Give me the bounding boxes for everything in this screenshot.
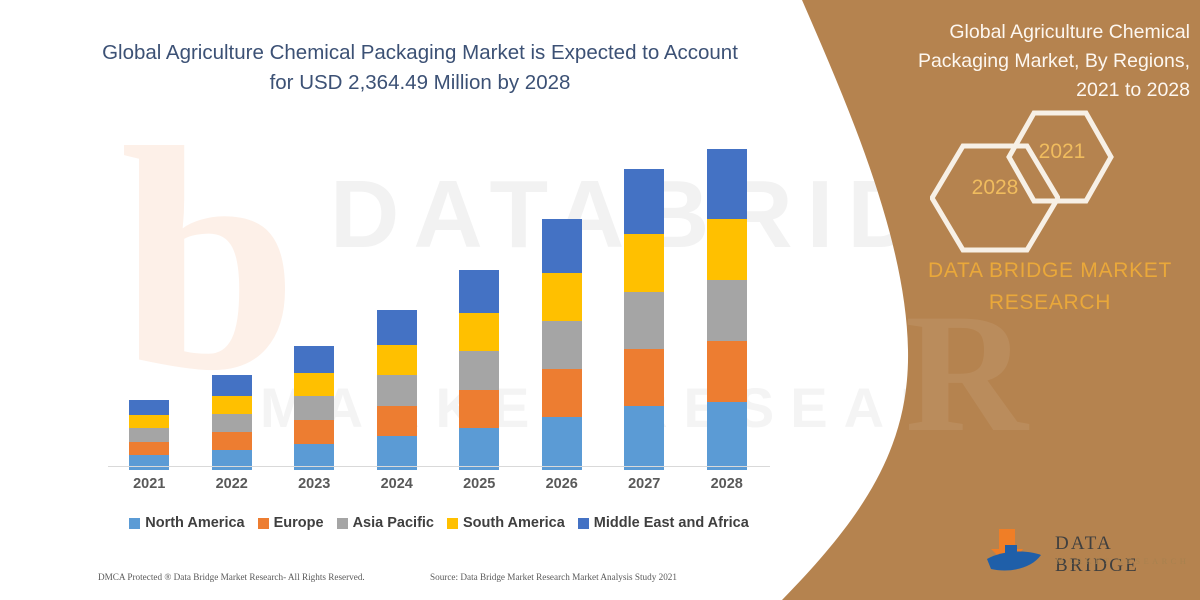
svg-text:R: R <box>905 279 1030 467</box>
brand-name: DATA BRIDGE MARKET RESEARCH <box>927 259 1173 314</box>
legend-item-middle-east-and-africa[interactable]: Middle East and Africa <box>577 515 749 531</box>
footer-source: Source: Data Bridge Market Research Mark… <box>430 572 677 582</box>
segment-north-america <box>294 443 335 470</box>
segment-north-america <box>706 401 747 470</box>
chart-legend: North America Europe Asia Pacific South Ame… <box>108 512 770 534</box>
segment-europe <box>129 441 170 456</box>
bar-2025 <box>459 269 500 470</box>
x-label-2024: 2024 <box>380 476 413 492</box>
segment-north-america <box>211 449 252 470</box>
segment-middle-east-and-africa <box>129 399 170 415</box>
segment-middle-east-and-africa <box>706 149 747 220</box>
legend-swatch-icon <box>577 517 589 529</box>
bar-2026 <box>541 219 582 470</box>
legend-label: Asia Pacific <box>352 515 434 531</box>
data-bridge-logo-icon <box>987 529 1041 571</box>
chart-title: Global Agriculture Chemical Packaging Ma… <box>102 41 738 94</box>
bar-2023 <box>294 346 335 470</box>
logo-sub-wordmark: MARKET RESEARCH <box>1056 556 1190 566</box>
segment-south-america <box>706 219 747 281</box>
bar-2024 <box>376 310 417 470</box>
hexagon-2028-label: 2028 <box>971 176 1019 199</box>
segment-middle-east-and-africa <box>624 168 665 235</box>
hexagon-2028-badge <box>930 143 1060 253</box>
bar-2022 <box>211 375 252 470</box>
legend-swatch-icon <box>257 517 269 529</box>
legend-swatch-icon <box>447 517 458 529</box>
x-label-2028: 2028 <box>710 476 743 492</box>
legend-item-asia-pacific[interactable]: Asia Pacific <box>336 515 434 531</box>
segment-europe <box>459 389 500 428</box>
segment-south-america <box>294 372 335 397</box>
x-axis-line <box>108 466 770 467</box>
segment-europe <box>706 341 747 402</box>
legend-item-europe[interactable]: Europe <box>257 515 324 531</box>
segment-middle-east-and-africa <box>211 375 252 396</box>
segment-north-america <box>624 406 665 470</box>
x-label-2022: 2022 <box>215 476 248 492</box>
bar-2027 <box>624 168 665 470</box>
segment-north-america <box>129 455 170 470</box>
legend-swatch-icon <box>129 517 141 529</box>
legend-label: South America <box>463 515 565 531</box>
legend-label: Europe <box>273 515 324 531</box>
x-label-2021: 2021 <box>133 476 166 492</box>
legend-item-north-america[interactable]: North America <box>129 515 245 531</box>
hexagon-2021-badge <box>1006 110 1114 204</box>
segment-south-america <box>211 395 252 414</box>
x-label-2025: 2025 <box>463 476 496 492</box>
x-axis-labels: 2021 2022 2023 2024 2025 2026 2027 2028 <box>108 476 770 498</box>
stacked-bar-chart <box>108 140 768 470</box>
segment-north-america <box>459 427 500 470</box>
segment-north-america <box>541 416 582 470</box>
segment-asia-pacific <box>294 396 335 420</box>
segment-europe <box>211 431 252 450</box>
legend-swatch-icon <box>336 517 348 529</box>
segment-middle-east-and-africa <box>541 219 582 274</box>
segment-asia-pacific <box>624 291 665 349</box>
x-label-2023: 2023 <box>298 476 331 492</box>
legend-item-south-america[interactable]: South America <box>447 515 565 531</box>
segment-south-america <box>541 273 582 321</box>
legend-label: Middle East and Africa <box>593 515 749 531</box>
segment-south-america <box>376 344 417 376</box>
x-label-2026: 2026 <box>545 476 578 492</box>
x-label-2027: 2027 <box>628 476 661 492</box>
segment-asia-pacific <box>129 428 170 442</box>
segment-middle-east-and-africa <box>459 269 500 314</box>
segment-middle-east-and-africa <box>294 346 335 373</box>
footer-copyright: DMCA Protected ® Data Bridge Market Rese… <box>98 572 365 582</box>
hexagon-2021-label: 2021 <box>1038 140 1086 163</box>
bar-2021 <box>129 399 170 470</box>
bar-2028 <box>706 149 747 470</box>
segment-europe <box>624 348 665 407</box>
segment-middle-east-and-africa <box>376 310 417 345</box>
segment-asia-pacific <box>376 375 417 406</box>
legend-label: North America <box>145 515 245 531</box>
segment-europe <box>294 419 335 444</box>
logo-wordmark: DATA BRIDGE <box>1055 533 1139 576</box>
segment-south-america <box>459 313 500 352</box>
segment-south-america <box>624 234 665 292</box>
segment-asia-pacific <box>706 280 747 342</box>
segment-asia-pacific <box>459 351 500 390</box>
segment-north-america <box>376 435 417 470</box>
panel-title: Global Agriculture Chemical Packaging Ma… <box>917 21 1190 101</box>
segment-asia-pacific <box>211 413 252 432</box>
segment-europe <box>541 368 582 417</box>
segment-asia-pacific <box>541 320 582 369</box>
segment-south-america <box>129 414 170 429</box>
segment-europe <box>376 405 417 436</box>
